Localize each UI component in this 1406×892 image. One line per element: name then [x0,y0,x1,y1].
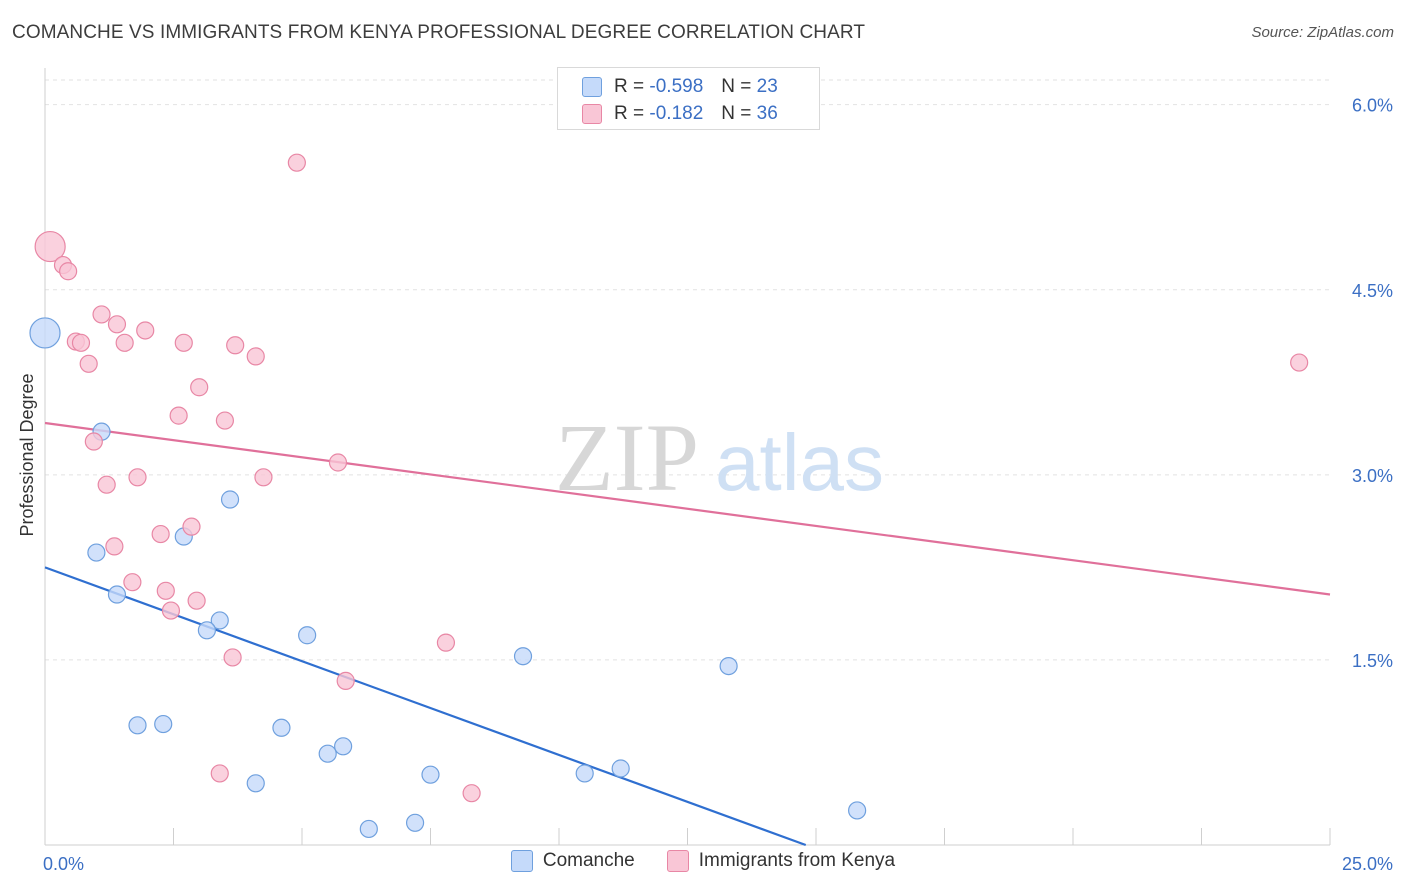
kenya-legend-swatch [666,850,689,872]
comanche-trend-line [44,566,807,847]
comanche-point[interactable] [848,801,867,820]
comanche-point[interactable] [197,621,217,640]
kenya-point[interactable] [105,537,124,556]
kenya-point[interactable] [210,764,229,783]
kenya-point[interactable] [223,648,242,667]
y-tick-label: 6.0% [1352,96,1393,116]
kenya-point[interactable] [34,230,66,263]
kenya-point[interactable] [215,411,234,430]
axes [44,68,1331,846]
n-label: N = [721,76,752,97]
comanche-point[interactable] [575,764,594,783]
kenya-point[interactable] [246,347,265,366]
kenya-point[interactable] [136,321,155,340]
x-tick-labels: 0.0% 25.0% [43,854,1393,874]
legend-item-kenya[interactable]: Immigrants from Kenya [666,850,896,872]
gridlines [45,79,1330,661]
y-axis-label: Professional Degree [17,373,37,536]
kenya-point[interactable] [182,517,201,536]
kenya-point[interactable] [84,432,103,451]
comanche-point[interactable] [359,819,378,839]
comanche-point[interactable] [405,813,425,832]
kenya-point[interactable] [169,406,188,425]
r-label: R = [614,103,645,124]
kenya-point[interactable] [59,262,78,281]
comanche-point[interactable] [29,317,61,349]
comanche-point[interactable] [513,647,533,666]
comanche-point[interactable] [154,714,173,734]
r-label: R = [614,76,645,97]
comanche-point[interactable] [246,774,265,793]
kenya-point[interactable] [123,573,142,592]
comanche-point[interactable] [611,759,630,778]
kenya-point[interactable] [190,378,209,397]
comanche-point[interactable] [719,656,738,676]
stats-row-kenya: R = -0.182 N = 36 [582,101,778,127]
kenya-point[interactable] [436,633,456,652]
kenya-point[interactable] [92,305,111,324]
kenya-point[interactable] [156,581,175,600]
kenya-point[interactable] [174,333,193,352]
watermark-atlas: atlas [715,418,884,507]
comanche-point[interactable] [210,611,229,630]
kenya-point[interactable] [328,453,348,472]
comanche-swatch [582,77,602,97]
kenya-point[interactable] [97,475,116,494]
kenya-swatch [582,104,602,124]
r-value: -0.182 [649,103,704,124]
data-points [29,153,1309,839]
kenya-point[interactable] [79,354,98,373]
x-tick-label: 0.0% [43,854,84,874]
source-label: Source: ZipAtlas.com [1251,24,1394,41]
comanche-point[interactable] [272,718,291,737]
comanche-point[interactable] [421,765,440,784]
watermark-zip: ZIP [555,404,699,511]
kenya-point[interactable] [151,524,170,544]
comanche-point[interactable] [220,490,240,509]
kenya-point[interactable] [462,784,481,803]
y-tick-labels: 1.5% 3.0% 4.5% 6.0% [1352,96,1393,671]
n-value: 36 [756,103,778,124]
comanche-point[interactable] [298,626,317,645]
comanche-point[interactable] [107,585,127,604]
comanche-point[interactable] [87,543,106,562]
kenya-point[interactable] [226,336,245,355]
comanche-point[interactable] [334,737,353,756]
comanche-point[interactable] [318,744,337,763]
stats-row-comanche: R = -0.598 N = 23 [582,74,778,100]
comanche-point[interactable] [128,716,147,735]
kenya-point[interactable] [254,468,273,487]
kenya-point[interactable] [287,153,306,172]
series-legend: Comanche Immigrants from Kenya [0,850,1406,872]
x-tick-label: 25.0% [1342,854,1393,874]
n-value: 23 [756,76,778,97]
kenya-point[interactable] [115,333,134,352]
kenya-point[interactable] [107,315,127,334]
kenya-point[interactable] [161,601,181,620]
kenya-trend-line [44,421,1331,596]
y-tick-label: 1.5% [1352,651,1393,671]
kenya-point[interactable] [1290,353,1309,372]
n-label: N = [721,103,752,124]
legend-item-comanche[interactable]: Comanche [510,850,635,872]
legend-label-kenya: Immigrants from Kenya [698,850,896,871]
r-value: -0.598 [649,76,704,97]
chart-title: COMANCHE VS IMMIGRANTS FROM KENYA PROFES… [12,22,866,43]
stats-legend: R = -0.598 N = 23 R = -0.182 N = 36 [557,67,820,130]
kenya-point[interactable] [336,671,355,690]
comanche-legend-swatch [510,850,533,872]
kenya-point[interactable] [71,333,91,352]
legend-label-comanche: Comanche [542,850,635,871]
kenya-point[interactable] [187,591,206,610]
y-tick-label: 4.5% [1352,281,1393,301]
kenya-point[interactable] [128,468,147,487]
y-tick-label: 3.0% [1352,466,1393,486]
